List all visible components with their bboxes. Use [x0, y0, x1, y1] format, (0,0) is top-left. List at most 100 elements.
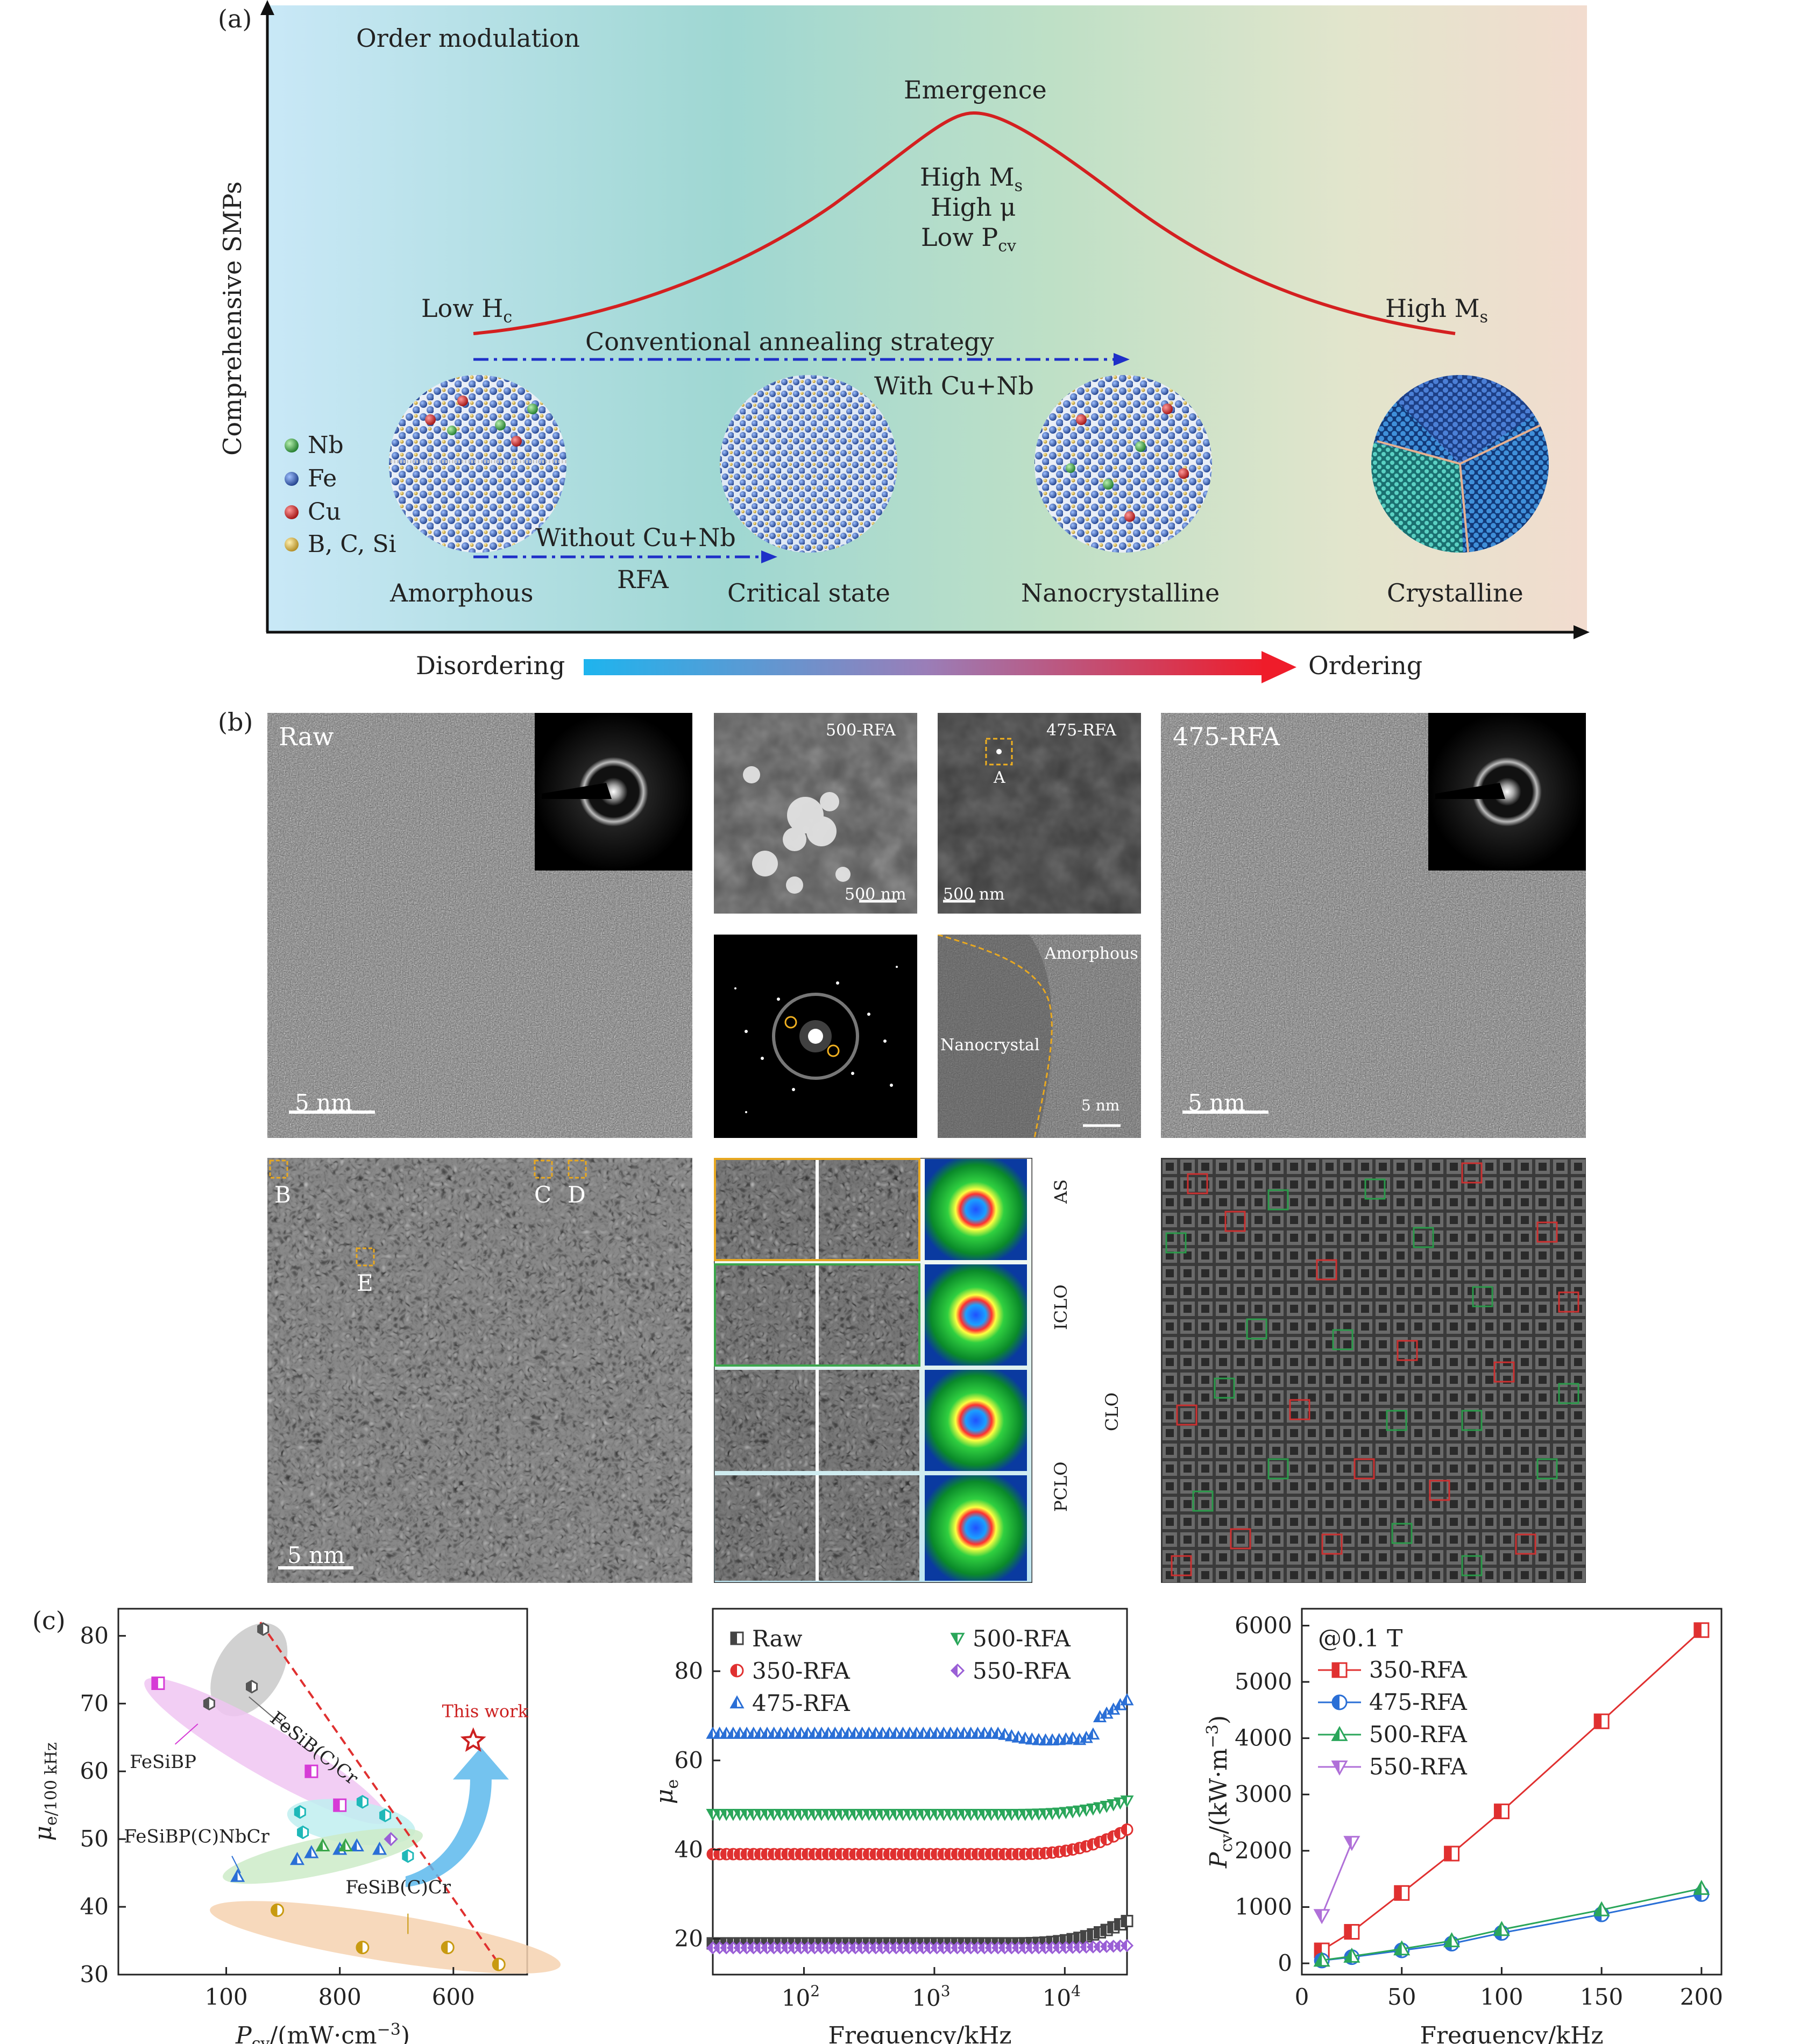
chart2-point-4-54-fill: [1074, 1942, 1080, 1953]
chart2-point-0-15-fill: [809, 1937, 815, 1949]
chart1-xtick-label-0: 100: [204, 1984, 247, 2010]
crystalline-structure: [1371, 375, 1549, 553]
chart3-point-2-0-fill: [1315, 1953, 1322, 1966]
chart2-point-0-4-fill: [734, 1937, 740, 1949]
chart3-point-0-1-fill: [1344, 1925, 1352, 1939]
chart2-point-1-36-fill: [952, 1849, 958, 1860]
chart2-point-2-27-fill: [890, 1728, 896, 1738]
pclo-row-1: [715, 1370, 1027, 1471]
chart2-point-4-22-fill: [856, 1942, 862, 1954]
chart3-legend-marker-1-fill: [1333, 1695, 1340, 1709]
chart2-point-1-53-fill: [1067, 1844, 1073, 1855]
with-cu-nb-label: With Cu+Nb: [874, 371, 1034, 400]
chart2-point-4-30-fill: [911, 1942, 917, 1954]
chart2-point-1-6-fill: [748, 1849, 754, 1860]
chart2-point-4-50-fill: [1047, 1942, 1053, 1953]
chart2-point-3-14-fill: [802, 1809, 808, 1820]
cu-atom-icon: [285, 505, 299, 519]
noise-defs: [0, 0, 1, 1]
chart2-point-4-46-fill: [1019, 1942, 1025, 1954]
chart2-point-3-32-fill: [924, 1809, 930, 1820]
chart2-point-0-45-fill: [1013, 1937, 1019, 1949]
chart2-point-3-48-fill: [1033, 1809, 1039, 1819]
chart2-point-2-50-fill: [1047, 1735, 1053, 1745]
chart2-point-1-56-fill: [1087, 1838, 1093, 1850]
state-crystalline: Crystalline: [1387, 578, 1523, 607]
chart1-ytick-label-4: 70: [80, 1690, 109, 1716]
chart2-point-4-52-fill: [1060, 1942, 1066, 1953]
chart2-point-2-39-fill: [972, 1728, 978, 1738]
chart2-xtick-label-1: 103: [912, 1982, 950, 2011]
chart1-ytick-label-2: 50: [80, 1826, 109, 1852]
rfa500-label: 500-RFA: [826, 721, 896, 740]
chart2-point-3-37-fill: [959, 1809, 965, 1820]
chart2-point-3-25-fill: [877, 1809, 883, 1820]
chart2-ytick-label-1: 40: [675, 1836, 703, 1863]
chart2-point-0-35-fill: [945, 1937, 951, 1949]
fesibp-leader: [174, 1723, 199, 1745]
chart2-series-475-RFA: [706, 1693, 1134, 1746]
chart3-point-0-6-fill: [1694, 1623, 1702, 1637]
chart2-point-1-21-fill: [850, 1849, 856, 1860]
marker-b: B: [274, 1182, 291, 1208]
chart1-point-orange-0-fill: [271, 1904, 278, 1916]
chart2-point-4-21-fill: [850, 1942, 856, 1954]
chart2-point-0-47-fill: [1026, 1937, 1032, 1949]
chart1-xtick-label-1: 800: [318, 1984, 362, 2010]
chart2-point-2-12-fill: [789, 1728, 795, 1738]
chart2-point-3-5-fill: [741, 1809, 747, 1820]
chart2-point-1-5-fill: [741, 1849, 747, 1860]
chart2-point-4-26-fill: [884, 1942, 890, 1954]
chart2-point-2-7-fill: [755, 1728, 761, 1738]
chart2-point-0-26-fill: [884, 1937, 890, 1949]
performance-limit-line: [259, 1622, 503, 1969]
chart2-point-4-53-fill: [1067, 1942, 1073, 1953]
filtered-scale-label: 5 nm: [287, 1542, 345, 1568]
chart3-legend-label-3: 550-RFA: [1369, 1753, 1467, 1780]
chart2-point-0-50-fill: [1047, 1936, 1053, 1948]
chart2-point-1-37-fill: [959, 1849, 965, 1860]
chart2-point-0-44-fill: [1006, 1937, 1012, 1949]
chart2-point-2-32-fill: [924, 1728, 930, 1738]
chart2-legend-marker-4-fill: [952, 1665, 958, 1677]
chart2-point-2-56-fill: [1087, 1729, 1093, 1739]
chart2-point-3-20-fill: [843, 1809, 849, 1820]
marker-c: C: [534, 1182, 552, 1208]
chart2-point-1-46-fill: [1019, 1848, 1025, 1859]
chart3-xtick-label-3: 150: [1580, 1984, 1623, 2010]
chart2-point-0-8-fill: [761, 1937, 767, 1949]
chart2-point-2-47-fill: [1026, 1734, 1032, 1744]
chart1-point-blue-triangle-1-fill: [291, 1853, 297, 1864]
chart1-series-this-work: [460, 1727, 486, 1752]
chart2-point-1-11-fill: [782, 1849, 788, 1860]
chart2-point-3-51-fill: [1053, 1808, 1059, 1819]
chart2-point-2-17-fill: [823, 1728, 828, 1738]
chart2-point-3-21-fill: [850, 1809, 856, 1820]
chart2-point-0-32-fill: [924, 1937, 930, 1949]
chart3-ytick-label-4: 4000: [1235, 1725, 1292, 1751]
fe-atom-icon: [285, 472, 299, 486]
annotation-this-work: This work: [442, 1701, 529, 1721]
marker-a-box: [985, 738, 1013, 766]
chart2-point-3-29-fill: [904, 1809, 910, 1820]
chart2-point-2-58-fill: [1101, 1708, 1107, 1718]
chart2-point-4-9-fill: [768, 1942, 774, 1954]
chart2-legend-marker-0-fill: [731, 1632, 737, 1644]
chart2-point-1-28-fill: [897, 1849, 903, 1860]
chart3-legend-marker-3-fill: [1333, 1761, 1340, 1774]
panel-a-label: (a): [218, 4, 252, 33]
chart2-point-3-15-fill: [809, 1809, 815, 1820]
chart2-xtick-label-0: 102: [782, 1982, 820, 2011]
without-cu-nb-label: Without Cu+Nb: [535, 523, 736, 552]
chart2-point-4-10-fill: [775, 1942, 781, 1954]
chart2-point-4-23-fill: [863, 1942, 869, 1954]
rfa475-label: 475-RFA: [1173, 722, 1280, 751]
side-label-clo: CLO: [1102, 1392, 1122, 1431]
chart2-point-4-25-fill: [877, 1942, 883, 1954]
state-amorphous: Amorphous: [390, 578, 534, 607]
chart2-point-1-20-fill: [843, 1849, 849, 1860]
nanocrystalline-structure: [1034, 375, 1212, 553]
chart2-point-1-32-fill: [924, 1849, 930, 1860]
side-label-pclo: PCLO: [1051, 1461, 1071, 1512]
chart2-point-2-20-fill: [843, 1728, 849, 1738]
